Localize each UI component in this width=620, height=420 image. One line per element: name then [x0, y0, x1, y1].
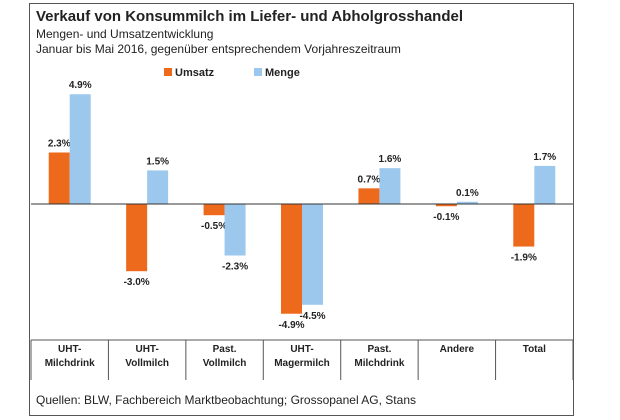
bar-menge	[534, 166, 555, 204]
bar-menge	[302, 204, 323, 305]
data-label-menge: 1.7%	[533, 152, 556, 163]
bar-menge	[379, 168, 400, 204]
data-label-umsatz: -3.0%	[124, 277, 150, 288]
data-label-menge: 4.9%	[69, 80, 92, 91]
category-label: Past. Vollmilch	[203, 344, 247, 369]
bar-menge	[70, 94, 91, 204]
bar-umsatz	[513, 204, 534, 247]
data-label-umsatz: -0.1%	[433, 212, 459, 223]
bar-umsatz	[126, 204, 147, 271]
category-label: UHT-Vollmilch	[125, 344, 169, 369]
data-label-umsatz: -1.9%	[511, 253, 537, 264]
data-label-menge: 0.1%	[456, 188, 479, 199]
category-label: Andere	[440, 344, 475, 355]
category-label: UHT-Milchdrink	[45, 344, 95, 369]
bar-umsatz	[49, 152, 70, 204]
bar-umsatz	[281, 204, 302, 314]
data-label-umsatz: 0.7%	[358, 174, 381, 185]
bar-umsatz	[358, 188, 379, 204]
data-label-menge: 1.6%	[379, 154, 402, 165]
data-label-menge: 1.5%	[146, 156, 169, 167]
category-label: Past. Milchdrink	[354, 344, 404, 369]
legend-label-menge: Menge	[265, 67, 300, 79]
bar-menge	[225, 204, 246, 256]
bar-menge	[147, 170, 168, 204]
legend-swatch-menge	[254, 68, 262, 76]
data-label-umsatz: 2.3%	[48, 138, 71, 149]
legend-swatch-umsatz	[164, 68, 172, 76]
category-label: Total	[523, 344, 546, 355]
data-label-menge: -4.5%	[299, 311, 325, 322]
data-label-umsatz: -0.5%	[201, 221, 227, 232]
data-label-menge: -2.3%	[222, 262, 248, 273]
source-note: Quellen: BLW, Fachbereich Marktbeobachtu…	[36, 393, 416, 407]
category-label: UHT-Magermilch	[274, 344, 330, 369]
legend-label-umsatz: Umsatz	[175, 67, 215, 79]
bar-umsatz	[204, 204, 225, 215]
